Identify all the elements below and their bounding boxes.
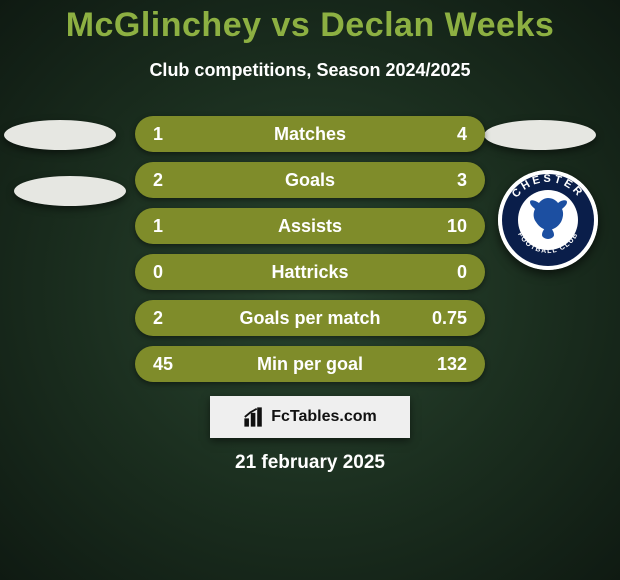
fctables-label: FcTables.com — [271, 408, 377, 426]
stat-row: 1 Assists 10 — [135, 208, 485, 244]
stat-right-value: 4 — [417, 124, 467, 145]
stat-row: 1 Matches 4 — [135, 116, 485, 152]
stat-right-value: 132 — [417, 354, 467, 375]
stats-table: 1 Matches 4 2 Goals 3 1 Assists 10 0 Hat… — [0, 116, 620, 392]
stat-label: Hattricks — [203, 262, 417, 283]
stat-row: 45 Min per goal 132 — [135, 346, 485, 382]
stat-label: Min per goal — [203, 354, 417, 375]
subtitle: Club competitions, Season 2024/2025 — [0, 60, 620, 81]
stat-right-value: 3 — [417, 170, 467, 191]
stat-label: Assists — [203, 216, 417, 237]
stat-left-value: 0 — [153, 262, 203, 283]
fctables-watermark: FcTables.com — [210, 396, 410, 438]
page-title: McGlinchey vs Declan Weeks — [0, 6, 620, 45]
stat-row: 2 Goals 3 — [135, 162, 485, 198]
stat-left-value: 1 — [153, 124, 203, 145]
stat-right-value: 0.75 — [417, 308, 467, 329]
stat-left-value: 1 — [153, 216, 203, 237]
bar-chart-icon — [243, 406, 265, 428]
stat-right-value: 0 — [417, 262, 467, 283]
stat-left-value: 2 — [153, 308, 203, 329]
stat-row: 2 Goals per match 0.75 — [135, 300, 485, 336]
stat-label: Matches — [203, 124, 417, 145]
stat-label: Goals per match — [203, 308, 417, 329]
date-label: 21 february 2025 — [0, 452, 620, 474]
stat-label: Goals — [203, 170, 417, 191]
stat-left-value: 2 — [153, 170, 203, 191]
stat-row: 0 Hattricks 0 — [135, 254, 485, 290]
stat-right-value: 10 — [417, 216, 467, 237]
comparison-card: McGlinchey vs Declan Weeks Club competit… — [0, 0, 620, 580]
stat-left-value: 45 — [153, 354, 203, 375]
